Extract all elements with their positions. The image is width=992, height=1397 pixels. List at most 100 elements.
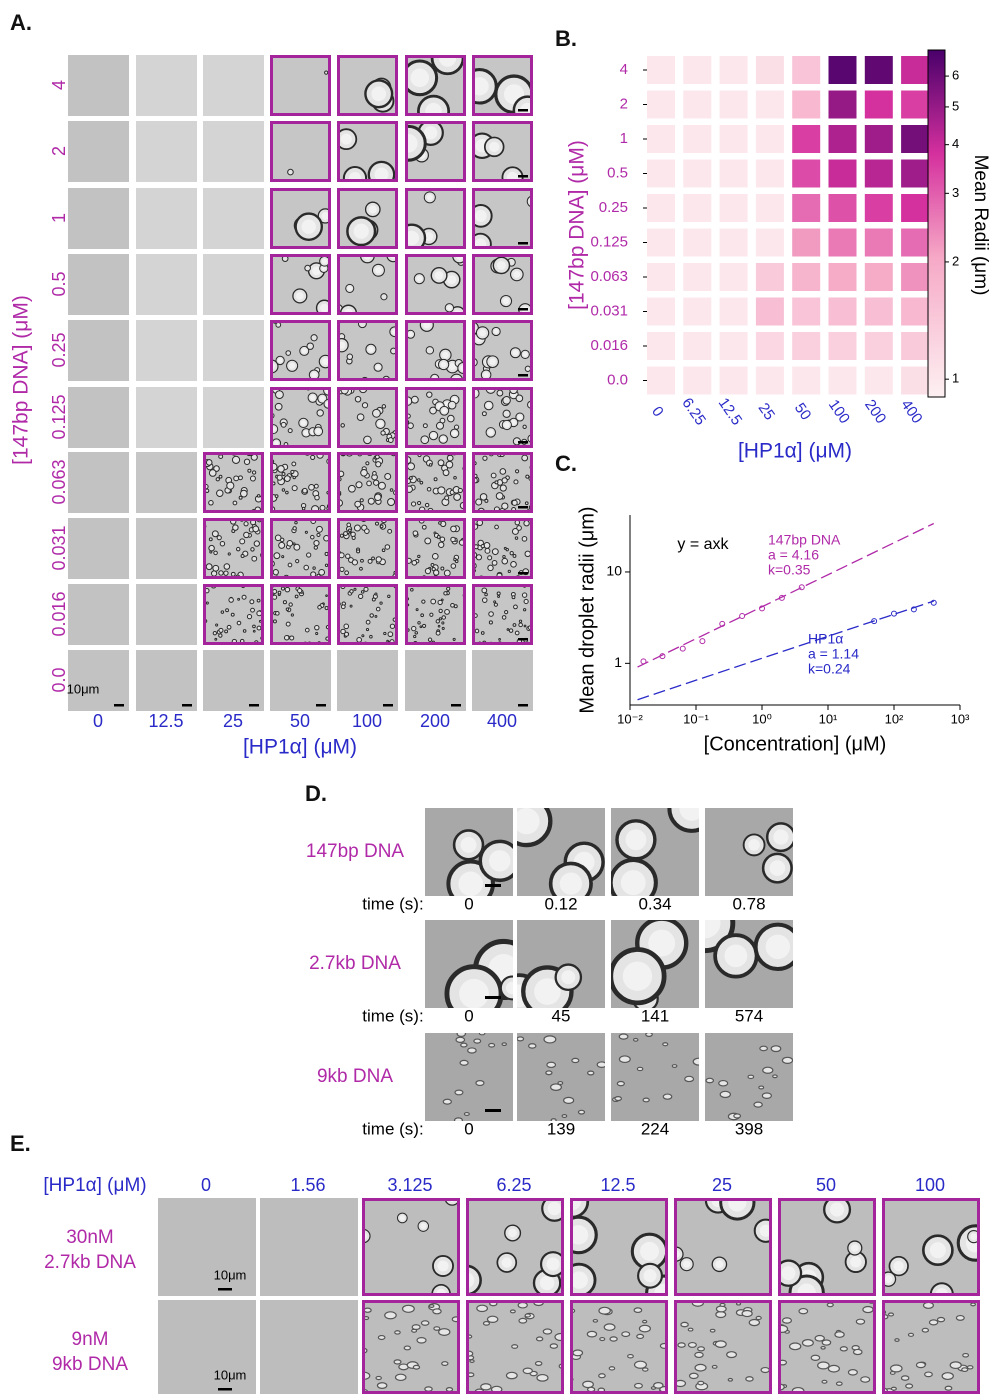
image-bg	[136, 650, 197, 711]
droplet	[292, 486, 297, 491]
aggregate	[599, 1307, 610, 1314]
droplet	[233, 525, 238, 530]
aggregate	[754, 1102, 762, 1107]
aggregate	[861, 1377, 870, 1382]
droplet	[421, 614, 424, 617]
aggregate	[619, 1034, 628, 1039]
droplet	[502, 478, 507, 483]
aggregate	[610, 1337, 617, 1341]
fit-note: a = 4.16	[768, 547, 819, 563]
scale-bar	[518, 506, 528, 509]
droplet-core	[417, 276, 423, 282]
droplet	[418, 501, 421, 504]
droplet-core	[513, 350, 518, 355]
droplet	[325, 607, 328, 610]
image-bg	[136, 584, 197, 645]
label: 0.5	[607, 164, 628, 181]
aggregate	[840, 1347, 847, 1351]
label: 574	[735, 1006, 763, 1025]
micrograph	[68, 320, 129, 381]
aggregate	[760, 1046, 768, 1051]
droplet	[304, 565, 309, 570]
micrograph	[136, 584, 197, 645]
droplet	[484, 543, 490, 549]
micrograph	[68, 188, 129, 249]
micrograph	[203, 650, 264, 711]
droplet	[247, 614, 251, 618]
image-bg	[136, 188, 197, 249]
label: 25	[223, 711, 243, 731]
heat-cell	[829, 332, 857, 360]
droplet	[427, 392, 432, 397]
aggregate	[643, 1320, 647, 1322]
image-bg	[405, 650, 466, 711]
image-bg	[136, 121, 197, 182]
aggregate	[421, 1321, 428, 1325]
aggregate	[547, 1062, 556, 1067]
droplet	[309, 484, 315, 490]
aggregate	[854, 1349, 863, 1354]
label: 9kb DNA	[317, 1066, 393, 1087]
heat-cell	[756, 194, 784, 222]
droplet-core	[425, 103, 442, 120]
droplet-core	[441, 437, 446, 442]
aggregate	[799, 1309, 808, 1314]
scale-bar	[114, 704, 124, 707]
heat-cell	[865, 125, 893, 153]
droplet	[251, 548, 254, 551]
heat-cell	[647, 160, 675, 188]
droplet	[224, 571, 228, 575]
aggregate	[901, 1376, 908, 1380]
droplet-core	[773, 830, 788, 845]
label: 0	[464, 1119, 473, 1138]
droplet-core	[643, 1269, 656, 1282]
droplet	[388, 595, 390, 597]
heat-cell	[756, 125, 784, 153]
droplet	[445, 496, 449, 500]
point	[799, 585, 804, 590]
droplet	[257, 626, 261, 630]
droplet	[238, 598, 240, 600]
aggregate	[543, 1329, 551, 1334]
aggregate	[564, 1097, 574, 1103]
droplet	[524, 599, 528, 603]
micrograph	[337, 650, 398, 711]
label: 1	[49, 213, 69, 223]
micrograph	[136, 55, 197, 116]
label: 45	[552, 1006, 571, 1025]
heat-cell	[720, 229, 748, 257]
scale-bar	[518, 704, 528, 707]
droplet	[237, 621, 241, 625]
aggregate	[635, 1383, 643, 1388]
aggregate	[376, 1376, 381, 1379]
droplet	[354, 525, 360, 531]
heat-cell	[829, 160, 857, 188]
droplet-core	[435, 271, 444, 280]
micrograph	[68, 387, 129, 448]
droplet	[421, 436, 429, 444]
droplet	[497, 592, 500, 595]
droplet	[314, 484, 318, 488]
droplet	[372, 598, 375, 601]
heat-cell	[720, 332, 748, 360]
aggregate	[455, 1090, 463, 1095]
image-bg	[570, 1300, 668, 1394]
aggregate	[693, 1058, 704, 1065]
aggregate	[461, 1043, 467, 1047]
label: 0	[464, 894, 473, 913]
image-bg	[425, 1033, 513, 1121]
micrograph	[336, 449, 398, 513]
heat-cell	[829, 298, 857, 326]
label: 200	[420, 711, 450, 731]
droplet	[372, 557, 375, 560]
aggregate	[672, 1065, 676, 1068]
aggregate	[773, 1075, 777, 1078]
droplet	[361, 559, 364, 562]
droplet-core	[312, 372, 317, 377]
droplet	[494, 603, 497, 606]
series-name: 147bp DNA	[768, 532, 841, 548]
label: 6	[952, 68, 959, 83]
droplet	[288, 563, 292, 567]
aggregate	[617, 1082, 624, 1086]
droplet	[253, 630, 255, 632]
